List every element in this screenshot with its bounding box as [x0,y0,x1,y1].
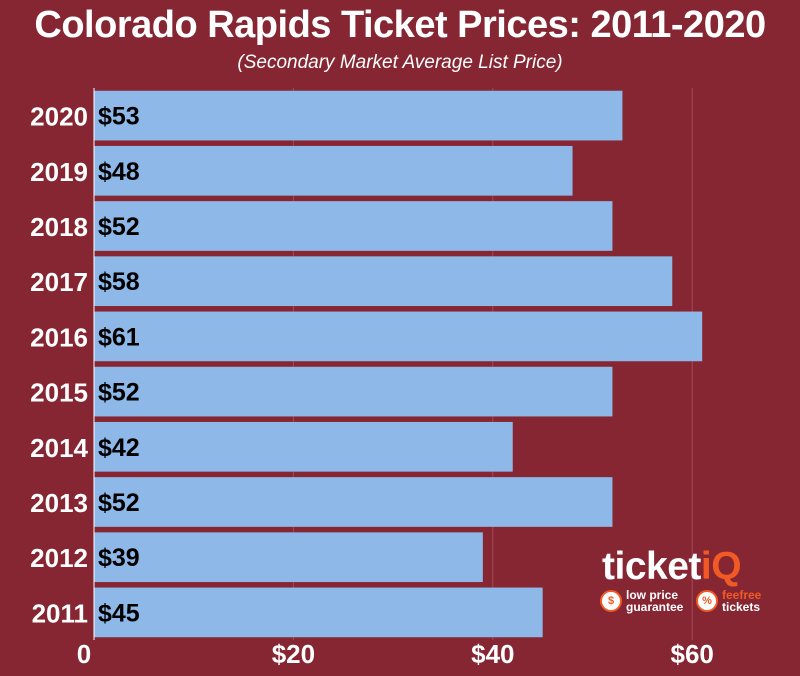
bar-2016 [94,311,703,362]
dollar-shield-icon: $ [600,590,622,612]
y-tick-label-2017: 2017 [30,267,88,297]
x-tick-label: $20 [272,639,315,669]
bar-value-label-2013: $52 [98,489,140,517]
logo-word-accent: iQ [700,545,742,588]
bar-value-label-2018: $52 [98,213,140,241]
no-fee-icon: % [696,590,718,612]
y-tick-label-2011: 2011 [32,598,88,628]
x-tick-label: $60 [671,639,714,669]
badge2-line1: feefree [722,588,762,602]
bar-2014 [94,421,513,472]
y-tick-label-2020: 2020 [30,102,88,132]
fee-free-badge: % feefree tickets [696,589,761,613]
bar-value-label-2011: $45 [98,599,140,627]
low-price-guarantee-badge: $ low price guarantee [600,589,683,613]
y-tick-label-2012: 2012 [30,543,88,573]
badge2-line2: tickets [722,600,761,614]
bar-value-label-2019: $48 [98,158,140,186]
badge1-line1: low price [626,588,679,602]
ticketiq-logo: ticketiQ $ low price guarantee % feefree… [598,545,773,625]
bar-value-label-2017: $58 [98,268,140,296]
chart-subtitle: (Secondary Market Average List Price) [237,52,563,73]
y-tick-label-2014: 2014 [30,433,88,463]
bar-2015 [94,366,613,417]
chart-title: Colorado Rapids Ticket Prices: 2011-2020 [34,4,766,46]
bar-2011 [94,587,543,638]
x-tick-label: 0 [77,639,91,669]
bar-2018 [94,201,613,251]
badge1-line2: guarantee [626,600,684,614]
bar-2017 [94,256,673,307]
bar-2012 [94,532,483,583]
bar-2020 [94,90,623,141]
y-tick-label-2015: 2015 [30,378,88,408]
y-tick-label-2019: 2019 [30,157,88,187]
y-tick-label-2016: 2016 [30,322,88,352]
y-tick-label-2018: 2018 [30,212,88,242]
bar-2013 [94,477,613,527]
x-tick-label: $40 [471,639,514,669]
logo-wordmark: ticketiQ [602,545,742,589]
bar-value-label-2014: $42 [98,434,140,462]
bar-value-label-2015: $52 [98,379,140,407]
bar-value-label-2012: $39 [98,544,140,572]
bar-2019 [94,145,573,196]
logo-word-main: ticket [602,545,701,588]
y-tick-label-2013: 2013 [30,488,88,518]
bar-value-label-2016: $61 [98,323,140,351]
bar-value-label-2020: $53 [98,103,140,131]
